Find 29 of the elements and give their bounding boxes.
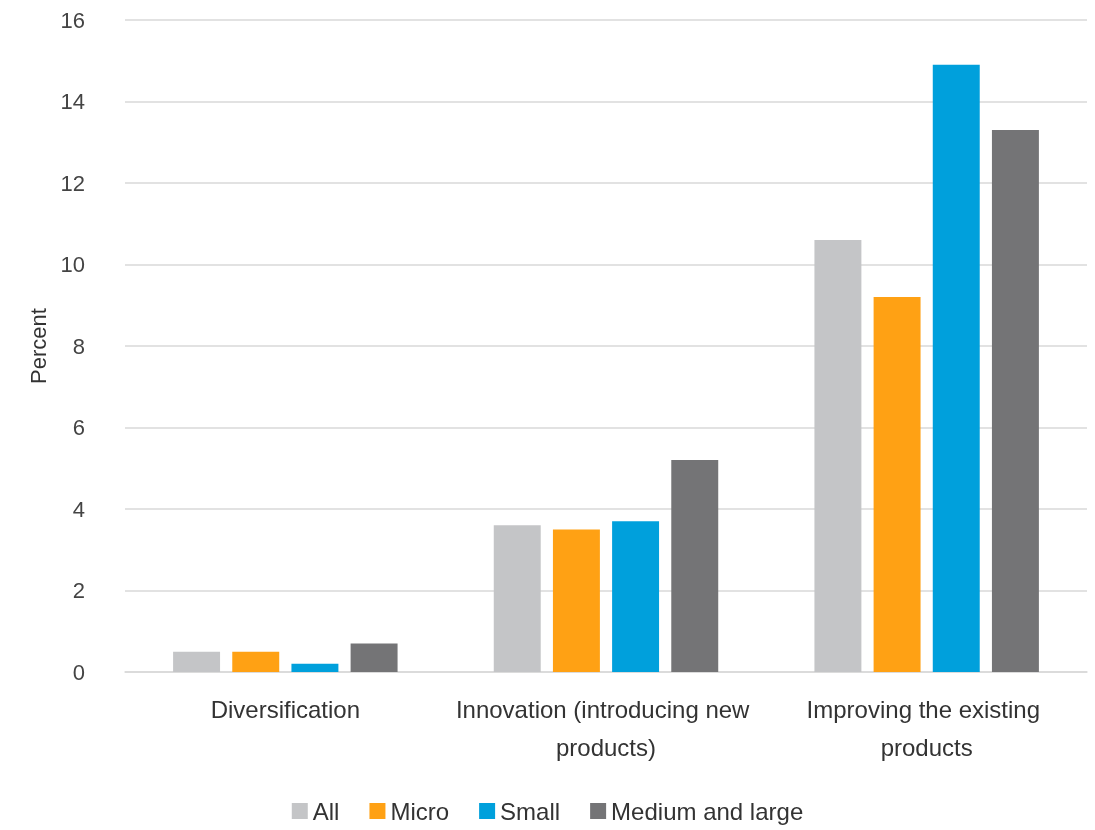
bar (991, 130, 1039, 672)
y-tick-label: 0 (72, 659, 85, 685)
y-tick-label: 4 (72, 496, 85, 522)
legend-label: All (312, 797, 340, 825)
bar (173, 651, 221, 672)
y-tick-label: 12 (60, 170, 85, 196)
y-axis-title: Percent (26, 308, 52, 384)
bar (932, 64, 980, 672)
legend-label: Medium and large (611, 797, 804, 825)
y-tick-label: 2 (72, 578, 85, 603)
y-tick-label: 10 (60, 252, 85, 277)
x-tick-label: Innovation (introducing new products) (455, 695, 757, 761)
y-tick-label: 14 (60, 89, 85, 114)
bar (350, 643, 398, 672)
legend-label: Micro (390, 797, 450, 825)
x-tick-label: Improving the existing products (806, 695, 1047, 761)
y-tick-label: 16 (60, 7, 85, 33)
bar (552, 529, 600, 672)
x-tick-label: Diversification (210, 695, 361, 723)
y-tick-label: 6 (72, 415, 85, 440)
bar (232, 651, 280, 672)
bar (291, 663, 339, 672)
bar (671, 460, 719, 672)
bar (493, 525, 541, 672)
bar (814, 240, 862, 672)
bar (612, 521, 660, 672)
y-tick-label: 8 (72, 333, 85, 359)
bar (873, 297, 921, 672)
legend-label: Small (500, 797, 561, 825)
